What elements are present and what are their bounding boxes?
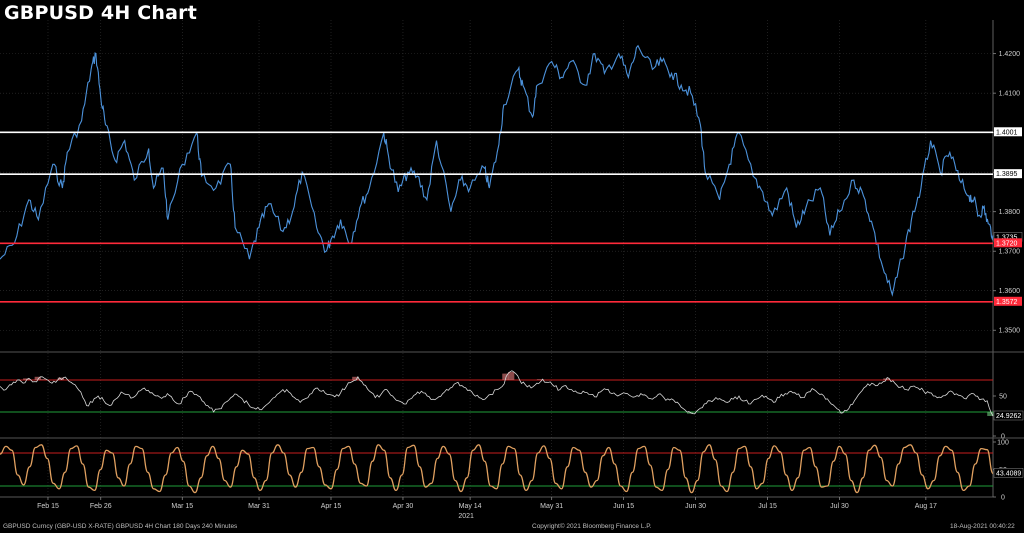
y-tick-label: 1.4200 — [999, 51, 1021, 58]
x-tick-label: Mar 31 — [248, 503, 270, 510]
overbought-fill — [34, 376, 41, 380]
grid-layer — [0, 20, 993, 497]
oscillator1-line — [0, 370, 994, 417]
y-tick-label: 1.3600 — [999, 288, 1021, 295]
y-tick-label: 0 — [1001, 434, 1005, 441]
y-tick-label: 50 — [999, 394, 1007, 401]
support-label: 1.3572 — [996, 299, 1018, 306]
resistance-tag — [994, 169, 1022, 179]
overbought-fill — [352, 376, 359, 380]
y-tick-label: 1.3800 — [999, 209, 1021, 216]
x-tick-label: May 14 — [459, 503, 482, 510]
last-price-label: 1.3735 — [996, 234, 1018, 241]
oscillator1-line-last-label: 24.9262 — [996, 413, 1021, 420]
x-tick-label: Apr 15 — [321, 503, 342, 510]
levels-layer — [0, 372, 994, 487]
support-tag — [994, 296, 1022, 306]
series-layer — [0, 44, 994, 494]
y-tick-label: 100 — [997, 440, 1009, 447]
oscillator1-line-tag — [993, 410, 1024, 421]
price-wick-line — [0, 45, 994, 296]
y-tick-label: 1.3700 — [999, 249, 1021, 256]
oscillator2-line — [0, 444, 994, 494]
x-tick-label: May 31 — [540, 503, 563, 510]
support-label: 1.3720 — [996, 240, 1018, 247]
overbought-fill — [502, 373, 509, 380]
x-year-label: 2021 — [458, 513, 474, 520]
axis-layer: Feb 15 Feb 26 Mar 15 Mar 31 Apr 15 Apr 30 May … — [37, 51, 1020, 520]
oscillator2-line-last-label: 43.4089 — [996, 470, 1021, 477]
tag-layer: 1.3735 1.4001 1.3895 1.3720 1.3572 24.9262 43.… — [993, 127, 1024, 478]
oscillator2-line-tag — [993, 468, 1024, 478]
resistance-label: 1.3895 — [996, 171, 1018, 178]
x-tick-label: Aug 17 — [915, 503, 937, 510]
chart-title: GBPUSD 4H Chart — [4, 2, 197, 24]
x-tick-label: Apr 30 — [393, 503, 414, 510]
footer-source: GBPUSD Curncy (GBP-USD X-RATE) GBPUSD 4H… — [3, 523, 238, 530]
y-tick-label: 0 — [1001, 495, 1005, 502]
hline-layer — [0, 131, 993, 303]
x-tick-label: Jul 15 — [758, 503, 777, 510]
x-tick-label: Jun 30 — [685, 503, 706, 510]
price-line — [0, 44, 994, 297]
overbought-fill — [40, 379, 47, 380]
support-tag — [994, 238, 1022, 248]
x-tick-label: Jun 15 — [613, 503, 634, 510]
x-tick-label: Feb 15 — [37, 503, 59, 510]
resistance-label: 1.4001 — [996, 129, 1018, 136]
x-tick-label: Mar 15 — [171, 503, 193, 510]
y-tick-label: 1.4100 — [999, 91, 1021, 98]
footer-copyright: Copyright© 2021 Bloomberg Finance L.P. — [532, 523, 652, 530]
overbought-fill — [508, 372, 515, 380]
x-tick-label: Feb 26 — [90, 503, 112, 510]
oversold-fill — [987, 412, 994, 416]
footer-timestamp: 18-Aug-2021 00:40:22 — [950, 523, 1015, 530]
x-tick-label: Jul 30 — [830, 503, 849, 510]
panel-borders — [0, 20, 1024, 498]
resistance-tag — [994, 127, 1022, 137]
overbought-fill — [536, 379, 544, 380]
overbought-fill — [23, 378, 30, 380]
y-tick-label: 1.3500 — [999, 328, 1021, 335]
